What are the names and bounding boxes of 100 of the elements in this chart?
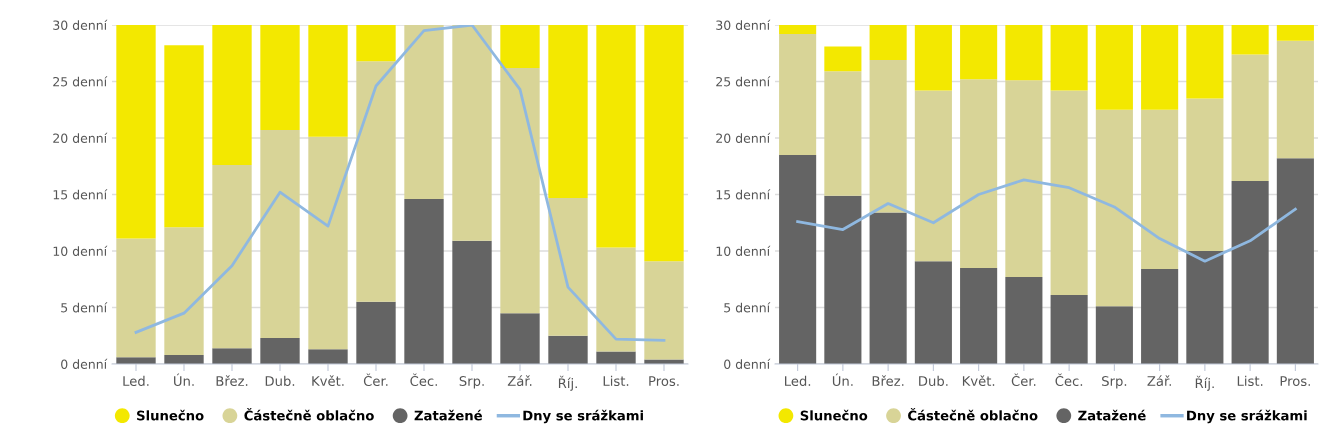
legend-label: Částečně oblačno [244,408,374,421]
x-tick-label: Pros. [1280,376,1310,387]
bar [500,67,540,314]
y-tick-label: 15 denní [716,189,771,200]
x-tick-label: Břez. [872,375,904,387]
bar [869,25,907,61]
x-tick-label: Říj. [1195,375,1214,391]
bar [1186,25,1224,99]
x-tick-label: Čer. [363,373,388,387]
legend-label: Zatažené [414,409,482,421]
bar [212,165,252,349]
bar [779,154,817,364]
legend-label: Zatažené [1078,409,1146,421]
y-tick-label: 5 denní [61,302,108,313]
bar [1050,25,1088,91]
x-tick-label: Ún. [832,373,853,387]
bar [548,197,588,336]
x-tick-label: Říj. [558,375,577,391]
x-tick-label: Čec. [1055,373,1083,387]
x-tick-label: Led. [123,375,149,387]
x-tick-label: Čec. [410,373,437,387]
legend-label: Dny se srážkami [1187,409,1307,424]
bar [164,45,204,228]
y-tick-label: 30 denní [716,19,771,30]
bar [1186,98,1224,251]
bar [869,60,907,213]
bar [824,46,862,72]
bar [500,25,540,68]
bar [1231,25,1269,55]
y-tick-label: 25 denní [716,76,771,87]
bar [914,25,952,91]
bar [960,267,998,364]
x-tick-label: Dub. [919,375,948,387]
y-tick-label: 5 denní [724,302,771,313]
bar [164,227,204,355]
bar [404,199,444,364]
bar [1095,306,1133,364]
bar [1005,276,1043,364]
y-tick-label: 15 denní [53,189,108,200]
legend-label: Slunečno [137,409,204,421]
y-tick-label: 20 denní [716,132,771,143]
y-tick-label: 10 denní [716,245,771,256]
bar [869,212,907,364]
bar [548,335,588,364]
x-tick-label: List. [603,375,629,387]
y-tick-label: 25 denní [53,76,108,87]
x-tick-label: List. [1237,375,1263,387]
bar [1095,109,1133,307]
bar [1141,25,1179,110]
bar [356,25,396,62]
line-series [134,25,666,342]
bar [1276,158,1314,364]
bar [960,79,998,268]
x-tick-label: Srp. [459,376,484,389]
y-tick-label: 0 denní [724,358,771,369]
bar [824,71,862,196]
bar [1141,109,1179,270]
x-tick-label: Čer. [1011,373,1036,387]
legend-label: Slunečno [800,409,868,421]
bar [779,34,817,155]
bar [1005,80,1043,277]
legend-label: Částečně oblačno [908,408,1038,421]
bar [824,195,862,364]
y-tick-label: 30 denní [53,19,108,30]
bar [308,349,348,364]
bar [164,354,204,364]
bar [500,313,540,364]
x-tick-label: Pros. [649,376,679,387]
y-tick-label: 20 denní [53,132,108,143]
bar [116,238,156,358]
bar [116,25,156,239]
bar [644,359,684,364]
bar [596,25,636,248]
bar [1276,40,1314,159]
bar [960,25,998,80]
bar [1231,54,1269,181]
bar [1005,25,1043,81]
bar [1186,251,1224,364]
bar [1276,25,1314,41]
bar [1231,180,1269,364]
bar [452,240,492,364]
bar [1141,269,1179,364]
bar [644,261,684,360]
x-tick-label: Srp. [1102,376,1127,389]
x-tick-label: Květ. [312,375,344,387]
bar [212,25,252,166]
y-tick-label: 0 denní [61,358,108,369]
x-tick-label: Ún. [174,373,194,387]
bar [260,25,300,131]
bar [1050,295,1088,364]
bar [260,338,300,364]
bar [596,247,636,352]
bar [308,136,348,350]
x-tick-label: Dub. [265,375,295,387]
bar [356,61,396,302]
bar [1095,25,1133,110]
bar [644,25,684,262]
y-tick-label: 10 denní [53,245,108,256]
legend-label: Dny se srážkami [523,409,643,424]
bar [1050,90,1088,296]
